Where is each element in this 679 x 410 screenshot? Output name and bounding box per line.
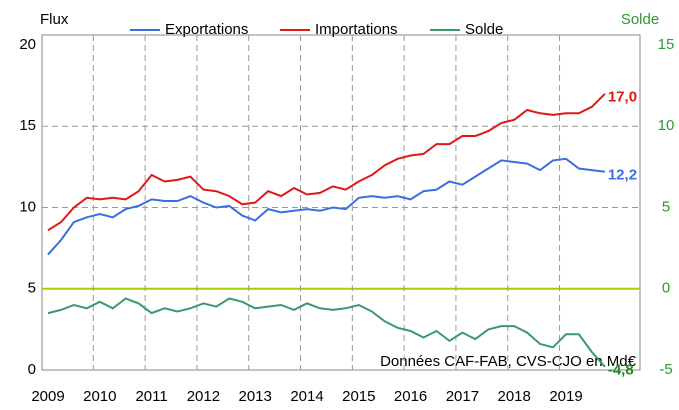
legend-label: Exportations — [165, 21, 248, 38]
annotation: Données CAF-FAB, CVS-CJO en Md€ — [380, 353, 637, 370]
y-tick-label: 20 — [19, 36, 36, 53]
x-tick-label: 2019 — [549, 388, 582, 405]
x-tick-label: 2012 — [187, 388, 220, 405]
x-tick-label: 2014 — [290, 388, 323, 405]
x-tick-label: 2015 — [342, 388, 375, 405]
value-label: 17,0 — [608, 89, 637, 106]
series-line — [47, 157, 606, 256]
y-tick-label: 10 — [19, 198, 36, 215]
y2-tick-label: 10 — [658, 117, 675, 134]
series-line — [47, 297, 606, 368]
y2-tick-label: 0 — [662, 280, 670, 297]
x-tick-label: 2011 — [135, 388, 167, 405]
series-line — [47, 93, 606, 232]
x-tick-label: 2018 — [498, 388, 531, 405]
x-tick-label: 2010 — [83, 388, 116, 405]
x-tick-label: 2013 — [239, 388, 272, 405]
y-tick-label: 0 — [28, 361, 36, 378]
y-axis-label: Flux — [40, 11, 69, 28]
y2-tick-label: -5 — [659, 361, 672, 378]
y2-axis-label: Solde — [621, 11, 659, 28]
x-tick-label: 2017 — [446, 388, 479, 405]
x-tick-label: 2009 — [31, 388, 64, 405]
x-tick-label: 2016 — [394, 388, 427, 405]
y2-tick-label: 5 — [662, 198, 670, 215]
y-tick-label: 5 — [28, 280, 36, 297]
value-label: -4,8 — [608, 362, 634, 379]
value-label: 12,2 — [608, 167, 637, 184]
plot-frame — [41, 34, 641, 371]
legend-label: Solde — [465, 21, 503, 38]
y2-tick-label: 15 — [658, 36, 675, 53]
legend-label: Importations — [315, 21, 398, 38]
y-tick-label: 15 — [19, 117, 36, 134]
